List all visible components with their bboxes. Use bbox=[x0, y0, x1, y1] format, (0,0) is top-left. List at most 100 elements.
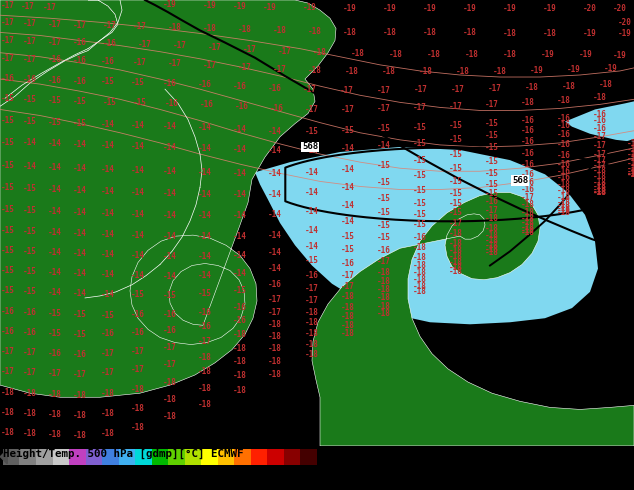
Text: -14: -14 bbox=[198, 168, 212, 177]
Text: -15: -15 bbox=[449, 135, 463, 145]
Polygon shape bbox=[0, 0, 118, 106]
Text: -16: -16 bbox=[557, 167, 571, 176]
Text: -16: -16 bbox=[593, 110, 607, 119]
Text: -18: -18 bbox=[627, 169, 634, 178]
Text: -16: -16 bbox=[73, 56, 87, 65]
Text: -16: -16 bbox=[103, 39, 117, 48]
Text: -18: -18 bbox=[557, 201, 571, 210]
Text: -14: -14 bbox=[163, 189, 177, 198]
Text: -18: -18 bbox=[521, 200, 535, 209]
Text: -18: -18 bbox=[73, 391, 87, 400]
Text: -16: -16 bbox=[521, 116, 535, 125]
Text: -14: -14 bbox=[198, 190, 212, 199]
Text: -14: -14 bbox=[163, 211, 177, 220]
Text: -15: -15 bbox=[1, 205, 15, 214]
Text: -17: -17 bbox=[305, 284, 319, 294]
Text: -17: -17 bbox=[243, 45, 257, 54]
Text: -18: -18 bbox=[233, 344, 247, 353]
Text: -14: -14 bbox=[305, 188, 319, 197]
Text: -18: -18 bbox=[351, 49, 365, 58]
Text: -19: -19 bbox=[503, 3, 517, 13]
Text: 8: 8 bbox=[174, 474, 179, 480]
Text: -17: -17 bbox=[268, 295, 282, 304]
Text: -15: -15 bbox=[73, 330, 87, 339]
Text: -14: -14 bbox=[268, 210, 282, 220]
Text: -15: -15 bbox=[23, 226, 37, 236]
Text: -19: -19 bbox=[604, 64, 618, 74]
Text: -15: -15 bbox=[1, 161, 15, 170]
Text: -14: -14 bbox=[73, 164, 87, 173]
Text: -17: -17 bbox=[488, 84, 502, 93]
Text: -14: -14 bbox=[131, 231, 145, 240]
Text: -16: -16 bbox=[521, 160, 535, 169]
Text: 24: 24 bbox=[222, 474, 230, 480]
Text: -17: -17 bbox=[138, 40, 152, 49]
Text: -16: -16 bbox=[1, 74, 15, 82]
Text: -17: -17 bbox=[341, 105, 355, 114]
Text: -18: -18 bbox=[268, 357, 282, 367]
Text: -14: -14 bbox=[101, 165, 115, 174]
Text: -16: -16 bbox=[557, 150, 571, 160]
Text: -15: -15 bbox=[485, 180, 499, 189]
Text: -16: -16 bbox=[131, 328, 145, 337]
Text: -18: -18 bbox=[382, 68, 396, 76]
Text: -15: -15 bbox=[1, 266, 15, 275]
Text: -15: -15 bbox=[198, 290, 212, 298]
Text: -14: -14 bbox=[48, 289, 62, 297]
Text: 54: 54 bbox=[305, 474, 313, 480]
Text: -15: -15 bbox=[1, 94, 15, 103]
Text: -18: -18 bbox=[525, 83, 539, 92]
Text: -14: -14 bbox=[131, 188, 145, 197]
Text: -17: -17 bbox=[73, 370, 87, 379]
Text: -14: -14 bbox=[48, 139, 62, 148]
Text: -17: -17 bbox=[48, 38, 62, 47]
Text: -18: -18 bbox=[423, 28, 437, 37]
Text: -14: -14 bbox=[131, 271, 145, 280]
Text: -15: -15 bbox=[305, 127, 319, 136]
Text: -18: -18 bbox=[233, 357, 247, 367]
Text: -18: -18 bbox=[198, 368, 212, 376]
Text: -15: -15 bbox=[23, 267, 37, 276]
Text: -18: -18 bbox=[557, 193, 571, 202]
Text: -17: -17 bbox=[268, 308, 282, 317]
Text: -18: -18 bbox=[341, 302, 355, 312]
Text: -17: -17 bbox=[173, 41, 187, 50]
Text: -19: -19 bbox=[423, 3, 437, 13]
Text: -18: -18 bbox=[419, 68, 433, 76]
Text: -15: -15 bbox=[23, 117, 37, 126]
Text: -14: -14 bbox=[131, 251, 145, 260]
Text: -14: -14 bbox=[73, 208, 87, 218]
Text: 30: 30 bbox=[238, 474, 247, 480]
Text: -14: -14 bbox=[198, 232, 212, 241]
Text: -18: -18 bbox=[198, 353, 212, 362]
Text: -16: -16 bbox=[48, 349, 62, 358]
Text: -14: -14 bbox=[131, 166, 145, 175]
Text: -15: -15 bbox=[1, 225, 15, 235]
Text: -14: -14 bbox=[163, 232, 177, 241]
Text: -17: -17 bbox=[485, 206, 499, 215]
Text: -15: -15 bbox=[23, 95, 37, 104]
Text: -18: -18 bbox=[413, 261, 427, 270]
Text: -14: -14 bbox=[305, 168, 319, 177]
Text: -15: -15 bbox=[341, 126, 355, 135]
Text: -15: -15 bbox=[377, 124, 391, 133]
Text: -18: -18 bbox=[599, 79, 613, 89]
Text: -17: -17 bbox=[203, 61, 217, 71]
Text: -14: -14 bbox=[48, 227, 62, 237]
Text: -15: -15 bbox=[485, 119, 499, 128]
Text: -14: -14 bbox=[73, 269, 87, 278]
Text: -15: -15 bbox=[23, 287, 37, 296]
Text: -18: -18 bbox=[521, 222, 535, 231]
Text: -16: -16 bbox=[521, 148, 535, 157]
Text: -14: -14 bbox=[268, 169, 282, 178]
Text: -48: -48 bbox=[22, 474, 34, 480]
Text: -17: -17 bbox=[1, 368, 15, 376]
Text: -18: -18 bbox=[449, 258, 463, 267]
Text: -15: -15 bbox=[101, 311, 115, 319]
Text: Height/Temp. 500 hPa [gdmp][°C] ECMWF: Height/Temp. 500 hPa [gdmp][°C] ECMWF bbox=[3, 448, 243, 459]
Text: -15: -15 bbox=[485, 144, 499, 152]
Text: -14: -14 bbox=[233, 251, 247, 260]
Text: -15: -15 bbox=[485, 169, 499, 178]
Text: -14: -14 bbox=[101, 291, 115, 299]
Text: -18: -18 bbox=[377, 309, 391, 318]
